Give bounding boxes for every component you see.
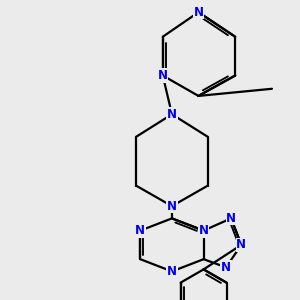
Text: N: N [158,69,168,82]
Text: N: N [199,224,208,237]
Text: N: N [167,265,177,278]
Text: N: N [167,108,177,121]
Text: N: N [226,212,236,225]
Text: N: N [221,261,231,274]
Text: N: N [194,6,203,19]
Text: N: N [167,200,177,213]
Text: N: N [135,224,145,237]
Text: N: N [236,238,246,251]
